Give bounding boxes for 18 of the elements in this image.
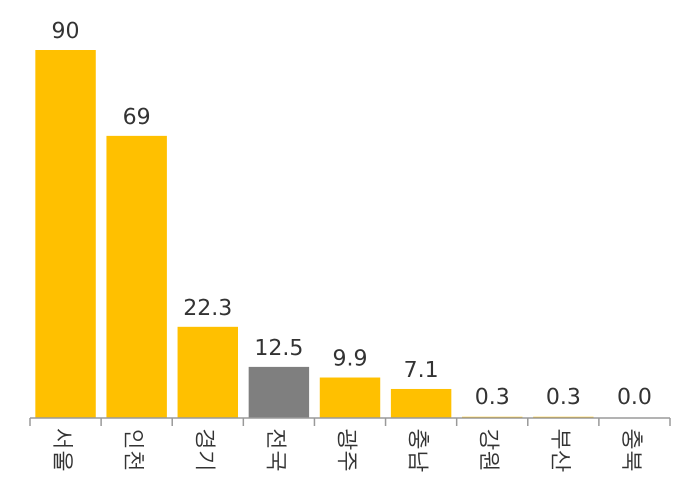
x-tick-label: 경기 <box>192 428 218 472</box>
data-label: 69 <box>122 104 151 130</box>
x-tick-label: 전국 <box>264 428 289 472</box>
x-tick-label: 충남 <box>406 428 432 472</box>
x-tick-label: 서울 <box>50 428 76 472</box>
data-label: 90 <box>52 19 80 44</box>
x-tick-label: 강원 <box>477 428 502 472</box>
x-tick-label: 부산 <box>548 428 574 472</box>
data-label: 0.0 <box>616 385 652 410</box>
data-label: 0.3 <box>546 385 581 410</box>
data-label: 7.1 <box>404 358 439 383</box>
data-label: 9.9 <box>332 346 368 372</box>
data-label: 0.3 <box>474 385 510 410</box>
x-tick-label: 인천 <box>122 428 147 472</box>
x-tick-label: 광주 <box>335 428 360 472</box>
data-label: 12.5 <box>254 336 304 361</box>
data-label: 22.3 <box>183 296 232 321</box>
x-tick-label: 충북 <box>619 428 644 472</box>
